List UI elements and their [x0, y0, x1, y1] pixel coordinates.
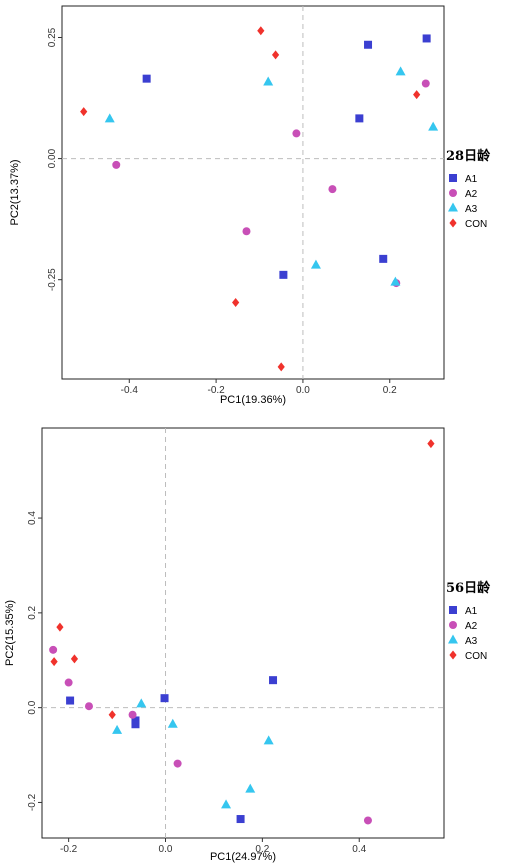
x-tick-label: -0.2 — [60, 844, 78, 855]
x-axis-title: PC1(19.36%) — [220, 394, 286, 406]
data-point-a3 — [104, 113, 115, 123]
data-point-a3 — [310, 259, 321, 269]
data-point-con — [277, 362, 285, 372]
legend-label-a1: A1 — [465, 174, 478, 185]
data-point-a1 — [379, 254, 388, 263]
data-point-con — [80, 107, 88, 117]
data-point-con — [257, 26, 265, 36]
legend-key-a3 — [448, 634, 458, 644]
y-axis-title: PC2(15.35%) — [4, 600, 16, 666]
data-point-con — [108, 710, 116, 720]
y-tick-label: 0.25 — [47, 27, 58, 47]
data-point-a2 — [242, 227, 251, 236]
data-point-a2 — [421, 79, 430, 88]
x-tick-label: 0.2 — [383, 385, 397, 396]
data-point-a2 — [64, 678, 73, 687]
legend-key-a1 — [449, 606, 457, 614]
y-axis-title: PC2(13.37%) — [9, 159, 21, 225]
legend-key-con — [449, 650, 457, 660]
data-point-a3 — [245, 783, 256, 793]
plot-panel — [61, 5, 445, 380]
data-point-a1 — [422, 34, 431, 43]
data-point-a1 — [160, 694, 169, 703]
legend-key-a1 — [449, 174, 457, 182]
data-point-a3 — [221, 799, 232, 809]
data-point-a1 — [364, 40, 373, 49]
data-point-con — [50, 657, 58, 667]
legend-label-a3: A3 — [465, 636, 478, 647]
data-point-a3 — [428, 121, 439, 131]
data-point-a2 — [49, 645, 58, 654]
pca-plot-2: -0.2 0.0 0.2 0.4 -0.2 0.0 0.2 0.4 PC1(24.97%) PC2… — [4, 427, 491, 863]
data-point-a2 — [328, 185, 337, 194]
y-tick-label: 0.00 — [47, 148, 58, 168]
y-tick-label: -0.2 — [27, 793, 38, 811]
legend-key-con — [449, 218, 457, 228]
data-point-a1 — [131, 720, 140, 729]
data-point-a2 — [363, 816, 372, 825]
data-point-con — [271, 50, 280, 60]
data-point-con — [413, 90, 421, 100]
legend: 56日龄 A1 A2 A3 CON — [446, 580, 491, 662]
data-point-a1 — [355, 114, 364, 123]
data-point-a3 — [263, 735, 274, 745]
legend-label-con: CON — [465, 219, 487, 230]
plot-panel — [41, 427, 445, 839]
legend-title: 56日龄 — [446, 580, 491, 596]
data-point-a1 — [236, 815, 245, 824]
y-tick-label: 0.4 — [27, 511, 38, 525]
data-point-a1 — [269, 676, 278, 685]
data-point-a1 — [142, 74, 151, 83]
y-tick-label: -0.25 — [47, 268, 58, 291]
pca-plot-1: -0.4 -0.2 0.0 0.2 -0.25 0.00 0.25 PC1(19.36%) PC… — [9, 5, 491, 406]
data-point-con — [56, 622, 64, 632]
data-point-a3 — [390, 276, 401, 286]
data-point-a3 — [167, 718, 178, 728]
x-tick-label: -0.4 — [121, 385, 139, 396]
data-point-a3 — [112, 724, 123, 734]
data-point-con — [427, 439, 435, 449]
data-point-con — [70, 654, 79, 664]
x-tick-label: 0.2 — [255, 844, 269, 855]
legend-label-con: CON — [465, 651, 487, 662]
data-point-a1 — [66, 696, 75, 705]
x-axis-title: PC1(24.97%) — [210, 851, 276, 863]
x-tick-label: -0.2 — [207, 385, 225, 396]
legend-key-a2 — [449, 189, 457, 197]
legend-label-a3: A3 — [465, 204, 478, 215]
legend: 28日龄 A1 A2 A3 CON — [446, 148, 491, 230]
legend-label-a1: A1 — [465, 606, 478, 617]
data-point-a2 — [128, 710, 137, 719]
x-tick-label: 0.0 — [296, 385, 310, 396]
data-point-a2 — [112, 160, 121, 169]
y-tick-label: 0.0 — [27, 700, 38, 714]
legend-label-a2: A2 — [465, 189, 478, 200]
x-tick-label: 0.4 — [352, 844, 366, 855]
data-point-a2 — [292, 129, 301, 138]
y-tick-label: 0.2 — [27, 605, 38, 619]
data-point-a3 — [395, 66, 406, 76]
x-tick-label: 0.0 — [159, 844, 173, 855]
data-point-a3 — [136, 698, 147, 708]
data-point-a3 — [263, 76, 274, 86]
legend-key-a3 — [448, 202, 458, 212]
data-point-a1 — [279, 270, 288, 279]
legend-title: 28日龄 — [446, 148, 491, 164]
data-point-a2 — [173, 759, 182, 768]
legend-label-a2: A2 — [465, 621, 478, 632]
legend-key-a2 — [449, 621, 457, 629]
data-point-a2 — [84, 702, 93, 711]
data-point-con — [232, 297, 240, 307]
